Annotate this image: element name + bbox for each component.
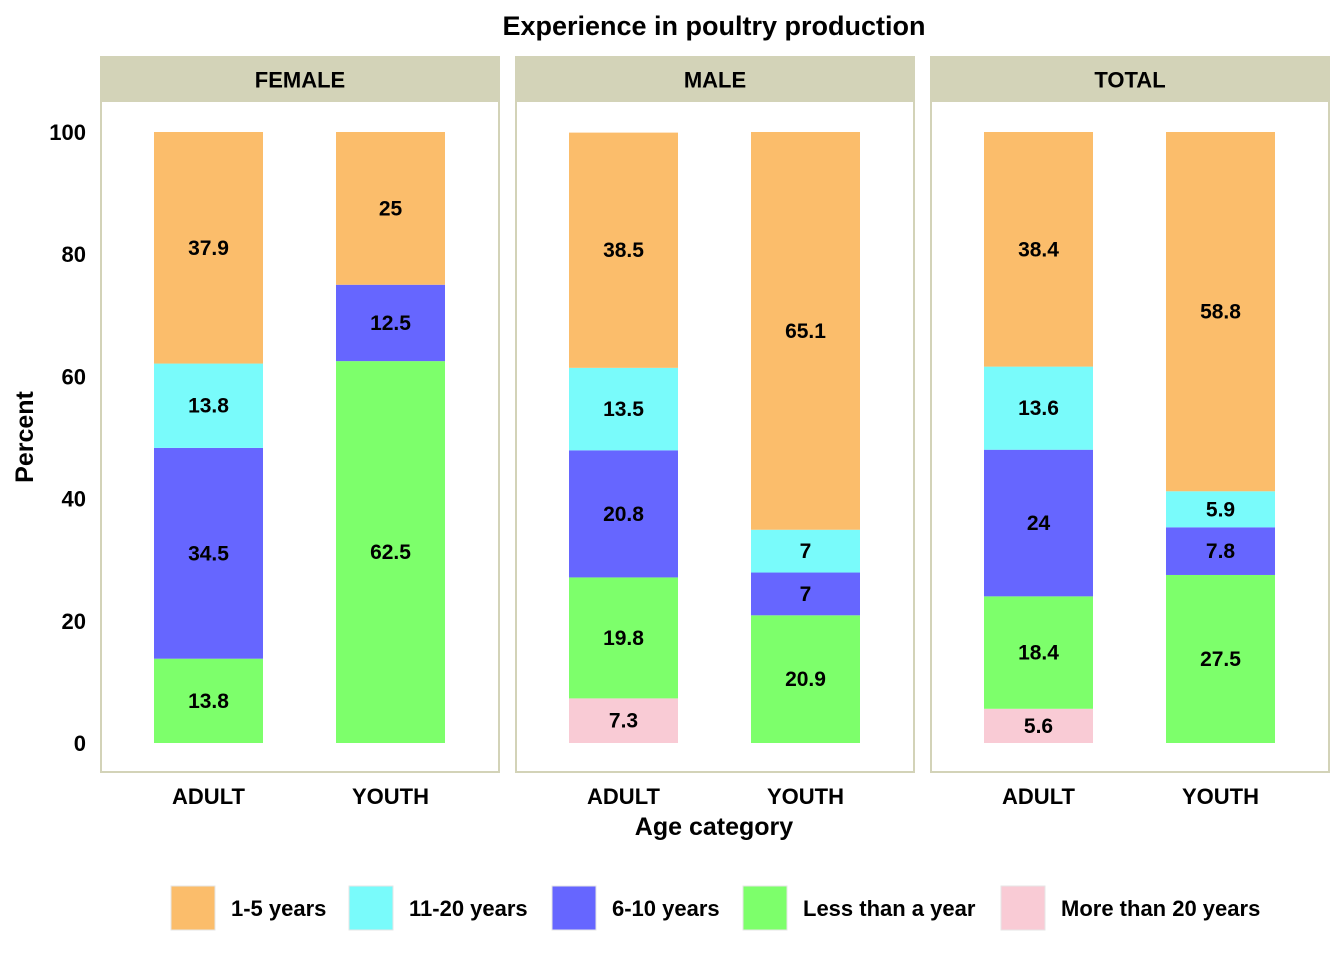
legend-item-1-5-years: 1-5 years	[170, 885, 326, 931]
panel-male: MALE 7.3 19.8 20.8 13.5 38.5 ADULT 20.9 7 7 65.1 YO…	[515, 56, 915, 809]
bar-segment-less-than-a-year	[569, 577, 678, 699]
bar-segment-6-10-years	[336, 284, 445, 362]
data-label: 13.5	[603, 398, 644, 421]
legend-swatch	[551, 885, 597, 931]
bar-total-adult: 5.6 18.4 24 13.6 38.4	[984, 132, 1093, 743]
legend-item-6-10-years: 6-10 years	[551, 885, 720, 931]
x-axis-label: Age category	[635, 813, 793, 841]
legend-item-more-than-20-years: More than 20 years	[1000, 885, 1260, 931]
data-label: 13.8	[188, 690, 229, 713]
data-label: 7	[800, 540, 812, 563]
data-label: 25	[379, 197, 403, 220]
bar-segment-6-10-years	[984, 449, 1093, 597]
panel-strip	[101, 57, 499, 102]
bar-segment-more-than-20-years	[984, 708, 1093, 743]
bar-segment-1-5-years	[569, 132, 678, 368]
legend-swatch	[170, 885, 216, 931]
data-label: 24	[1027, 512, 1051, 535]
data-label: 62.5	[370, 541, 411, 564]
legend: 1-5 years 11-20 years 6-10 years Less than …	[170, 885, 1260, 931]
bar-segment-11-20-years	[751, 529, 860, 573]
facet-panels: FEMALE 13.8 34.5 13.8 37.9 ADULT 62.5 12.5 25 YOU…	[100, 56, 1330, 809]
bar-segment-less-than-a-year	[336, 361, 445, 743]
bar-segment-less-than-a-year	[154, 658, 263, 743]
data-label: 38.5	[603, 239, 644, 262]
panel-strip-label: MALE	[684, 68, 746, 93]
panel-total: TOTAL 5.6 18.4 24 13.6 38.4 ADULT 27.5 7.8 5.9 58.…	[930, 56, 1330, 809]
y-axis-label: Percent	[11, 390, 39, 482]
bar-segment-1-5-years	[751, 132, 860, 530]
bar-male-adult: 7.3 19.8 20.8 13.5 38.5	[569, 132, 678, 743]
bar-segment-more-than-20-years	[569, 698, 678, 743]
data-label: 7	[800, 583, 812, 606]
bar-segment-6-10-years	[154, 447, 263, 659]
bar-segment-6-10-years	[569, 450, 678, 578]
legend-label: 6-10 years	[612, 896, 720, 921]
bar-segment-1-5-years	[336, 132, 445, 285]
bar-segment-1-5-years	[1166, 132, 1275, 492]
bar-segment-11-20-years	[569, 367, 678, 451]
x-tick-label: YOUTH	[352, 784, 429, 809]
x-tick-label: ADULT	[1002, 784, 1075, 809]
bar-segment-11-20-years	[154, 363, 263, 448]
data-label: 27.5	[1200, 648, 1241, 671]
bar-female-adult: 13.8 34.5 13.8 37.9	[154, 132, 263, 743]
data-label: 20.9	[785, 668, 826, 691]
bar-female-youth: 62.5 12.5 25	[336, 132, 445, 743]
legend-item-11-20-years: 11-20 years	[348, 885, 528, 931]
data-label: 34.5	[188, 542, 229, 565]
x-tick-label: ADULT	[587, 784, 660, 809]
data-label: 38.4	[1018, 238, 1059, 261]
y-tick-label: 20	[62, 609, 86, 634]
data-label: 18.4	[1018, 642, 1059, 665]
data-label: 19.8	[603, 627, 644, 650]
y-axis: 0 20 40 60 80 100	[49, 120, 86, 756]
legend-swatch	[1000, 885, 1046, 931]
bar-total-youth: 27.5 7.8 5.9 58.8	[1166, 132, 1275, 743]
panel-strip-label: FEMALE	[255, 68, 345, 93]
x-tick-label: YOUTH	[1182, 784, 1259, 809]
bar-male-youth: 20.9 7 7 65.1	[751, 132, 860, 743]
panel-strip-label: TOTAL	[1094, 68, 1165, 93]
y-tick-label: 60	[62, 364, 86, 389]
panel-strip	[931, 57, 1329, 102]
y-tick-label: 100	[49, 120, 86, 145]
bar-segment-1-5-years	[984, 132, 1093, 367]
legend-swatch	[742, 885, 788, 931]
bar-segment-less-than-a-year	[1166, 574, 1275, 743]
legend-item-less-than-a-year: Less than a year	[742, 885, 976, 931]
x-tick-label: YOUTH	[767, 784, 844, 809]
y-tick-label: 40	[62, 487, 86, 512]
bar-segment-11-20-years	[984, 366, 1093, 450]
data-label: 58.8	[1200, 301, 1241, 324]
data-label: 7.8	[1206, 540, 1236, 563]
data-label: 13.8	[188, 395, 229, 418]
data-label: 5.6	[1024, 715, 1053, 738]
data-label: 65.1	[785, 320, 826, 343]
panel-female: FEMALE 13.8 34.5 13.8 37.9 ADULT 62.5 12.5 25 YOU…	[100, 56, 500, 809]
chart-title: Experience in poultry production	[502, 11, 925, 41]
data-label: 20.8	[603, 503, 644, 526]
panel-strip	[516, 57, 914, 102]
legend-label: 11-20 years	[409, 896, 528, 921]
legend-swatch	[348, 885, 394, 931]
data-label: 7.3	[609, 710, 638, 733]
legend-label: Less than a year	[803, 896, 976, 921]
y-tick-label: 80	[62, 242, 86, 267]
legend-label: 1-5 years	[231, 896, 326, 921]
y-tick-label: 0	[74, 731, 86, 756]
x-tick-label: ADULT	[172, 784, 245, 809]
data-label: 13.6	[1018, 397, 1059, 420]
data-label: 37.9	[188, 237, 229, 260]
bar-segment-1-5-years	[154, 132, 263, 364]
bar-segment-11-20-years	[1166, 491, 1275, 528]
bar-segment-6-10-years	[1166, 527, 1275, 575]
bar-segment-less-than-a-year	[984, 596, 1093, 709]
bar-segment-6-10-years	[751, 572, 860, 616]
bar-segment-less-than-a-year	[751, 615, 860, 743]
data-label: 5.9	[1206, 498, 1235, 521]
data-label: 12.5	[370, 312, 411, 335]
legend-label: More than 20 years	[1061, 896, 1260, 921]
